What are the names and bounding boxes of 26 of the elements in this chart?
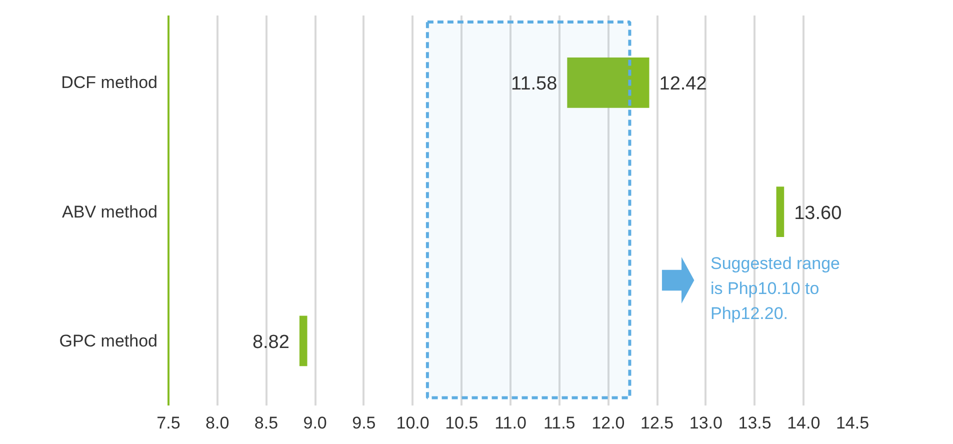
annotation: 12.42 <box>659 74 707 95</box>
x-tick-label: 7.5 <box>156 414 180 432</box>
y-tick-label: GPC method <box>59 331 158 350</box>
bar <box>299 316 308 366</box>
x-tick-label: 12.5 <box>640 414 674 432</box>
y-tick-label: ABV method <box>62 202 158 222</box>
annotation: Suggested range is Php10.10 to Php12.20. <box>710 254 840 323</box>
x-tick-label: 11.5 <box>543 414 576 432</box>
annotation: 13.60 <box>794 202 842 224</box>
x-tick-label: 14.0 <box>787 414 820 432</box>
x-tick-label: 9.0 <box>303 414 327 432</box>
x-tick-label: 8.5 <box>254 414 278 432</box>
x-tick-label: 13.0 <box>689 414 722 432</box>
x-tick-label: 10.0 <box>396 414 430 432</box>
x-tick-label: 10.5 <box>445 414 478 432</box>
bar <box>567 57 650 108</box>
x-tick-label: 14.5 <box>836 414 870 432</box>
x-tick-label: 9.5 <box>352 414 376 432</box>
x-tick-label: 11.0 <box>494 414 526 432</box>
x-tick-label: 13.5 <box>738 414 772 432</box>
annotation: 8.82 <box>252 332 290 353</box>
x-tick-label: 8.0 <box>206 414 230 432</box>
y-tick-label: DCF method <box>61 73 158 92</box>
annotation: 11.58 <box>511 74 558 95</box>
x-tick-label: 12.0 <box>592 414 625 432</box>
bar <box>776 186 784 237</box>
